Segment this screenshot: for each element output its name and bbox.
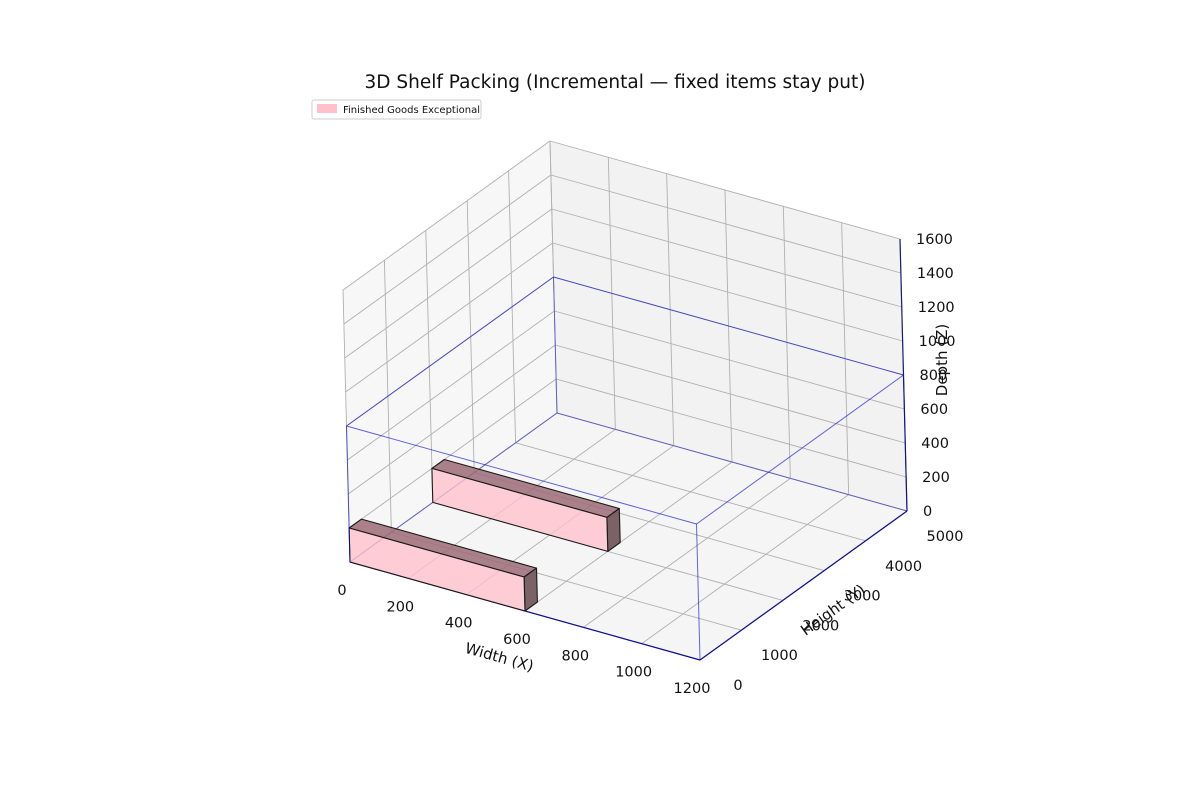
z-tick-label: 1400 bbox=[917, 266, 954, 282]
z-tick-label: 1600 bbox=[916, 232, 953, 248]
y-tick-label: 0 bbox=[733, 678, 742, 694]
grid-line-z-back bbox=[556, 378, 907, 478]
y-tick-label: 2000 bbox=[802, 618, 839, 634]
grid-line-z-back bbox=[554, 310, 905, 410]
y-tick-label: 4000 bbox=[885, 559, 922, 575]
grid-line-z-left bbox=[345, 242, 553, 393]
grid-line-y-floor bbox=[515, 442, 866, 542]
grid-line-z-left bbox=[342, 140, 551, 291]
x-tick-label: 600 bbox=[503, 632, 531, 648]
container-edge bbox=[553, 276, 558, 414]
container-edge bbox=[553, 276, 904, 376]
legend: Finished Goods Exceptional bbox=[311, 99, 482, 120]
container-edge bbox=[696, 523, 701, 661]
z-tick-label: 1200 bbox=[918, 300, 955, 316]
z-tick-label: 200 bbox=[922, 470, 950, 486]
grid-line-z-back bbox=[555, 344, 906, 444]
z-tick-label: 400 bbox=[921, 436, 949, 452]
z-tick-label: 800 bbox=[920, 368, 948, 384]
x-tick-label: 0 bbox=[337, 583, 346, 599]
packed-item bbox=[348, 518, 538, 612]
grid-line-x-floor bbox=[641, 494, 849, 645]
x-tick-label: 1000 bbox=[615, 665, 652, 681]
x-tick-label: 400 bbox=[445, 616, 473, 632]
container-edge bbox=[696, 374, 904, 525]
grid-line-z-left bbox=[344, 208, 553, 359]
packed-items bbox=[348, 458, 621, 612]
chart-title: 3D Shelf Packing (Incremental — fixed it… bbox=[365, 72, 866, 93]
grid-line-z-left bbox=[347, 310, 555, 461]
y-tick-label: 5000 bbox=[927, 529, 964, 545]
z-tick-label: 600 bbox=[920, 402, 948, 418]
grid-line-z-left bbox=[348, 378, 557, 529]
y-axis-line bbox=[699, 510, 908, 661]
legend-label: Finished Goods Exceptional bbox=[343, 105, 480, 116]
y-tick-label: 1000 bbox=[761, 648, 798, 664]
container-edge bbox=[346, 425, 697, 525]
item-front-face bbox=[431, 467, 609, 552]
legend-box bbox=[311, 99, 482, 120]
container-edge bbox=[346, 425, 351, 563]
container-edge bbox=[699, 510, 908, 661]
grid-line-z-back bbox=[556, 412, 908, 512]
z-axis-label: Depth (Z) bbox=[933, 324, 951, 396]
grid-line-z-left bbox=[343, 174, 552, 325]
grid-line-z-back bbox=[549, 140, 901, 240]
x-tick-label: 800 bbox=[561, 648, 589, 664]
container-edge bbox=[903, 374, 908, 512]
x-tick-label: 200 bbox=[386, 599, 414, 615]
grid-line-x-floor bbox=[583, 477, 791, 628]
grid-line-z-back bbox=[551, 208, 902, 308]
x-tick-label: 1200 bbox=[674, 681, 711, 697]
container-front-edges bbox=[346, 276, 904, 661]
grid-line-z-back bbox=[552, 242, 903, 342]
container-edge bbox=[556, 412, 908, 512]
z-tick-label: 1000 bbox=[919, 334, 956, 350]
y-tick-label: 3000 bbox=[844, 589, 881, 605]
legend-swatch bbox=[317, 104, 337, 113]
grid-line-x-floor bbox=[524, 461, 733, 612]
z-tick-label: 0 bbox=[923, 504, 932, 520]
packed-item bbox=[431, 458, 621, 552]
grid-line-z-left bbox=[347, 344, 556, 495]
grid-line-z-back bbox=[550, 174, 901, 274]
container-edge bbox=[346, 276, 554, 427]
